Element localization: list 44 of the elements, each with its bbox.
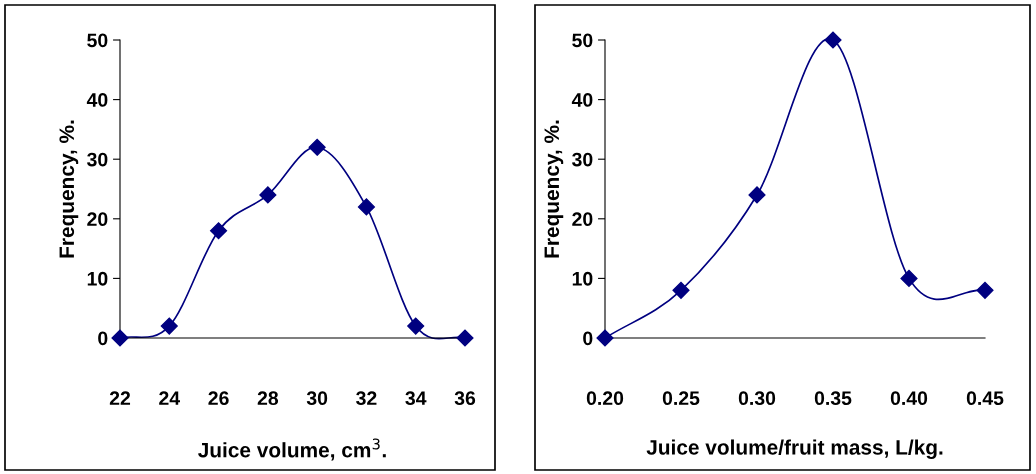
x-tick-label: 24 <box>159 391 180 405</box>
point <box>824 31 842 49</box>
point <box>210 222 228 240</box>
point <box>596 329 614 347</box>
y-tick-label: 40 <box>86 93 108 107</box>
y-axis-title: Frequency, %. <box>544 120 564 258</box>
point <box>357 198 375 216</box>
point <box>672 281 690 299</box>
y-tick-label: 50 <box>572 33 593 48</box>
y-tick-label: 20 <box>572 212 593 227</box>
x-tick-label: 26 <box>208 391 229 406</box>
y-tick-label: 10 <box>572 271 593 286</box>
point <box>900 269 918 287</box>
y-tick-label: 30 <box>87 152 108 167</box>
point <box>407 317 425 335</box>
point <box>748 186 766 204</box>
point <box>308 138 326 156</box>
y-tick-label: 10 <box>87 271 108 286</box>
x-tick-label: 34 <box>405 391 427 406</box>
x-axis-title: Juice volume, cm$^{3}$. <box>198 438 386 461</box>
x-tick-label: 22 <box>109 391 131 405</box>
y-tick-label: 0 <box>98 331 108 346</box>
point <box>976 281 994 299</box>
y-axis-title: Frequency, %. <box>59 120 79 258</box>
x-tick-label: 0.30 <box>738 391 776 406</box>
y-tick-label: 30 <box>572 152 593 167</box>
x-tick-label: 0.20 <box>586 391 624 406</box>
y-tick-label: 20 <box>87 212 108 227</box>
point <box>259 186 277 204</box>
point <box>160 317 178 335</box>
y-tick-label: 0 <box>583 331 593 346</box>
x-tick-label: 32 <box>356 391 377 406</box>
y-tick-label: 50 <box>87 33 108 48</box>
x-tick-label: 28 <box>257 391 279 406</box>
x-tick-label: 0.45 <box>966 391 1004 406</box>
point <box>456 329 474 347</box>
x-tick-label: 0.40 <box>890 391 928 406</box>
y-tick-label: 40 <box>571 93 593 107</box>
point <box>111 329 129 347</box>
x-tick-label: 0.25 <box>662 391 700 406</box>
x-tick-label: 36 <box>454 391 476 406</box>
x-tick-label: 30 <box>306 391 328 406</box>
x-axis-title: Juice volume/fruit mass, L/kg. <box>646 439 943 459</box>
x-tick-label: 0.35 <box>814 391 852 406</box>
